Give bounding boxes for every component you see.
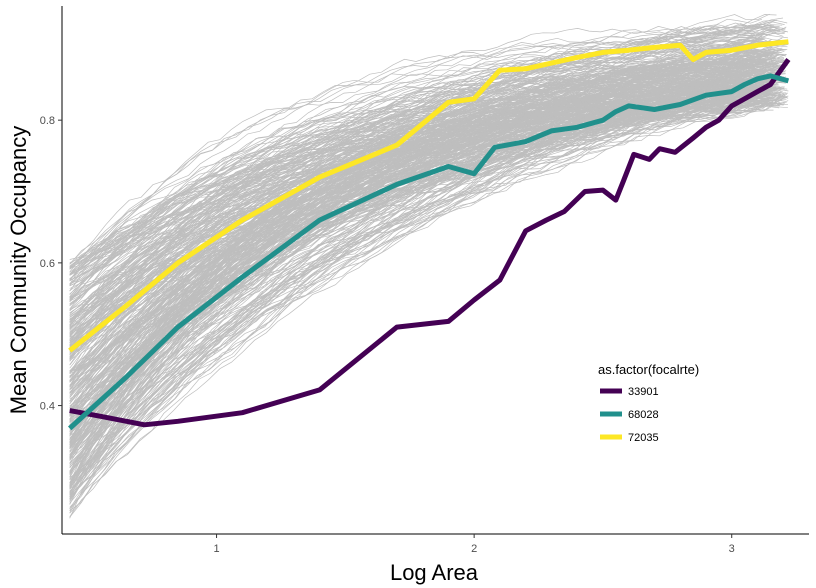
background-series-line bbox=[69, 52, 776, 391]
background-series-line bbox=[69, 103, 789, 393]
background-series-line bbox=[69, 95, 789, 433]
background-series-line bbox=[69, 81, 766, 488]
background-series-line bbox=[69, 91, 781, 496]
background-series-line bbox=[69, 99, 768, 461]
background-series-lines bbox=[69, 13, 789, 519]
background-series-line bbox=[69, 60, 780, 484]
background-series-line bbox=[69, 69, 776, 323]
background-series-line bbox=[69, 65, 765, 456]
background-series-line bbox=[69, 90, 776, 512]
background-series-line bbox=[69, 37, 764, 306]
y-tick-label: 0.4 bbox=[40, 401, 55, 413]
background-series-line bbox=[69, 25, 781, 343]
background-series-line bbox=[69, 43, 776, 362]
background-series-line bbox=[69, 73, 786, 280]
background-series-line bbox=[69, 67, 780, 413]
highlighted-series-lines bbox=[68, 39, 791, 431]
background-series-line bbox=[69, 25, 763, 285]
x-tick-label: 3 bbox=[729, 543, 735, 555]
background-series-line bbox=[69, 105, 759, 452]
y-axis-ticks: 0.4 0.6 0.8 bbox=[40, 115, 62, 413]
background-series-line bbox=[69, 104, 788, 383]
background-series-line bbox=[69, 104, 760, 273]
legend-label-33901: 33901 bbox=[628, 386, 659, 398]
series-line-33901 bbox=[69, 58, 791, 428]
background-series-line bbox=[69, 23, 776, 298]
y-tick-label: 0.6 bbox=[40, 258, 55, 270]
x-tick-label: 2 bbox=[471, 543, 477, 555]
legend: as.factor(focalrte) 33901 68028 72035 bbox=[598, 362, 699, 444]
background-series-line bbox=[69, 77, 788, 381]
background-series-line bbox=[69, 75, 770, 509]
x-axis-title: Log Area bbox=[390, 560, 479, 585]
series-line-72035 bbox=[68, 39, 789, 353]
background-series-line bbox=[69, 49, 786, 346]
background-series-line bbox=[69, 52, 775, 297]
background-series-line bbox=[69, 83, 760, 359]
background-series-line bbox=[69, 23, 785, 280]
background-series-line bbox=[69, 87, 788, 372]
background-series-line bbox=[69, 102, 777, 517]
background-series-line bbox=[69, 87, 762, 484]
background-series-line bbox=[69, 14, 777, 287]
legend-label-68028: 68028 bbox=[628, 409, 659, 421]
background-series-line bbox=[69, 30, 764, 337]
background-series-line bbox=[69, 67, 759, 492]
background-series-line bbox=[69, 88, 775, 450]
x-axis-ticks: 1 2 3 bbox=[213, 534, 735, 555]
background-series-line bbox=[69, 77, 767, 457]
background-series-line bbox=[69, 29, 765, 286]
background-series-line bbox=[69, 25, 786, 310]
background-series-line bbox=[69, 78, 759, 390]
background-series-line bbox=[69, 60, 771, 365]
legend-label-72035: 72035 bbox=[628, 432, 659, 444]
background-series-line bbox=[69, 79, 780, 487]
legend-items: 33901 68028 72035 bbox=[600, 386, 659, 444]
background-series-line bbox=[69, 37, 783, 275]
background-series-line bbox=[69, 39, 772, 348]
background-series-line bbox=[69, 79, 788, 458]
background-series-line bbox=[69, 73, 764, 457]
x-tick-label: 1 bbox=[213, 543, 219, 555]
legend-title: as.factor(focalrte) bbox=[598, 362, 699, 377]
background-series-line bbox=[69, 50, 766, 304]
background-series-line bbox=[69, 92, 789, 318]
background-series-line bbox=[69, 91, 773, 464]
background-series-line bbox=[69, 99, 778, 487]
background-series-line bbox=[69, 28, 772, 301]
y-axis-title: Mean Community Occupancy bbox=[6, 126, 31, 415]
background-series-line bbox=[69, 36, 763, 378]
background-series-line bbox=[69, 33, 785, 314]
background-series-line bbox=[69, 85, 761, 374]
series-line-68028 bbox=[68, 73, 790, 431]
y-tick-label: 0.8 bbox=[40, 115, 55, 127]
